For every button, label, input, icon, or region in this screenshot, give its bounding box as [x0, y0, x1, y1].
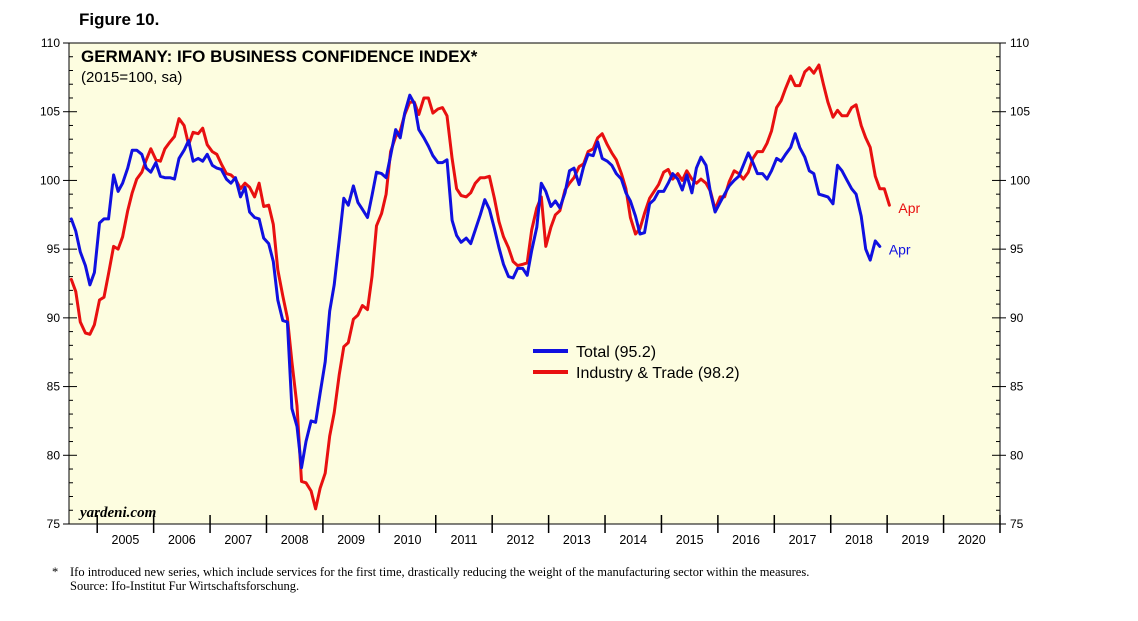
- y-tick-label-right: 80: [1010, 448, 1024, 462]
- y-tick-label-left: 75: [47, 517, 61, 531]
- x-tick-label: 2013: [563, 533, 591, 547]
- footnote-source: Source: Ifo-Institut Fur Wirtschaftsfors…: [70, 579, 300, 593]
- chart-subtitle: (2015=100, sa): [81, 69, 182, 86]
- watermark: yardeni.com: [78, 505, 156, 521]
- y-tick-label-left: 90: [47, 311, 61, 325]
- x-tick-label: 2018: [845, 533, 873, 547]
- x-tick-label: 2015: [676, 533, 704, 547]
- x-tick-label: 2008: [281, 533, 309, 547]
- y-tick-label-right: 90: [1010, 311, 1024, 325]
- legend: Total (95.2) Industry & Trade (98.2): [533, 344, 740, 382]
- y-tick-label-left: 80: [47, 448, 61, 462]
- y-tick-label-left: 105: [40, 105, 60, 119]
- end-label-industry: Apr: [898, 200, 920, 216]
- y-tick-label-right: 105: [1010, 105, 1030, 119]
- x-tick-label: 2009: [337, 533, 365, 547]
- y-tick-label-left: 95: [47, 242, 61, 256]
- legend-label-industry: Industry & Trade (98.2): [576, 365, 740, 382]
- figure-label: Figure 10.: [79, 10, 160, 29]
- x-tick-label: 2016: [732, 533, 760, 547]
- plot-background: [68, 42, 1001, 525]
- x-tick-label: 2014: [619, 533, 647, 547]
- x-tick-label: 2007: [224, 533, 252, 547]
- y-tick-label-left: 100: [40, 173, 60, 187]
- series-line-total: [69, 93, 882, 470]
- y-tick-label-right: 110: [1010, 36, 1029, 50]
- footnote-text: Ifo introduced new series, which include…: [70, 565, 810, 579]
- x-tick-label: 2006: [168, 533, 196, 547]
- end-label-total: Apr: [889, 241, 911, 257]
- x-tick-label: 2019: [901, 533, 929, 547]
- x-tick-label: 2005: [112, 533, 140, 547]
- x-tick-label: 2017: [789, 533, 817, 547]
- y-tick-label-right: 75: [1010, 517, 1024, 531]
- y-tick-label-right: 95: [1010, 242, 1024, 256]
- series-line-industry: [69, 63, 891, 511]
- x-tick-label: 2012: [506, 533, 534, 547]
- y-tick-label-left: 85: [47, 380, 61, 394]
- footnote-marker: *: [52, 565, 59, 579]
- legend-label-total: Total (95.2): [576, 344, 656, 361]
- y-tick-label-left: 110: [41, 36, 60, 50]
- x-tick-label: 2020: [958, 533, 986, 547]
- footnote: * Ifo introduced new series, which includ…: [52, 565, 809, 593]
- x-tick-label: 2010: [394, 533, 422, 547]
- y-tick-label-right: 85: [1010, 380, 1024, 394]
- x-tick-label: 2011: [451, 533, 478, 547]
- chart-title: GERMANY: IFO BUSINESS CONFIDENCE INDEX*: [81, 47, 478, 66]
- y-tick-label-right: 100: [1010, 173, 1030, 187]
